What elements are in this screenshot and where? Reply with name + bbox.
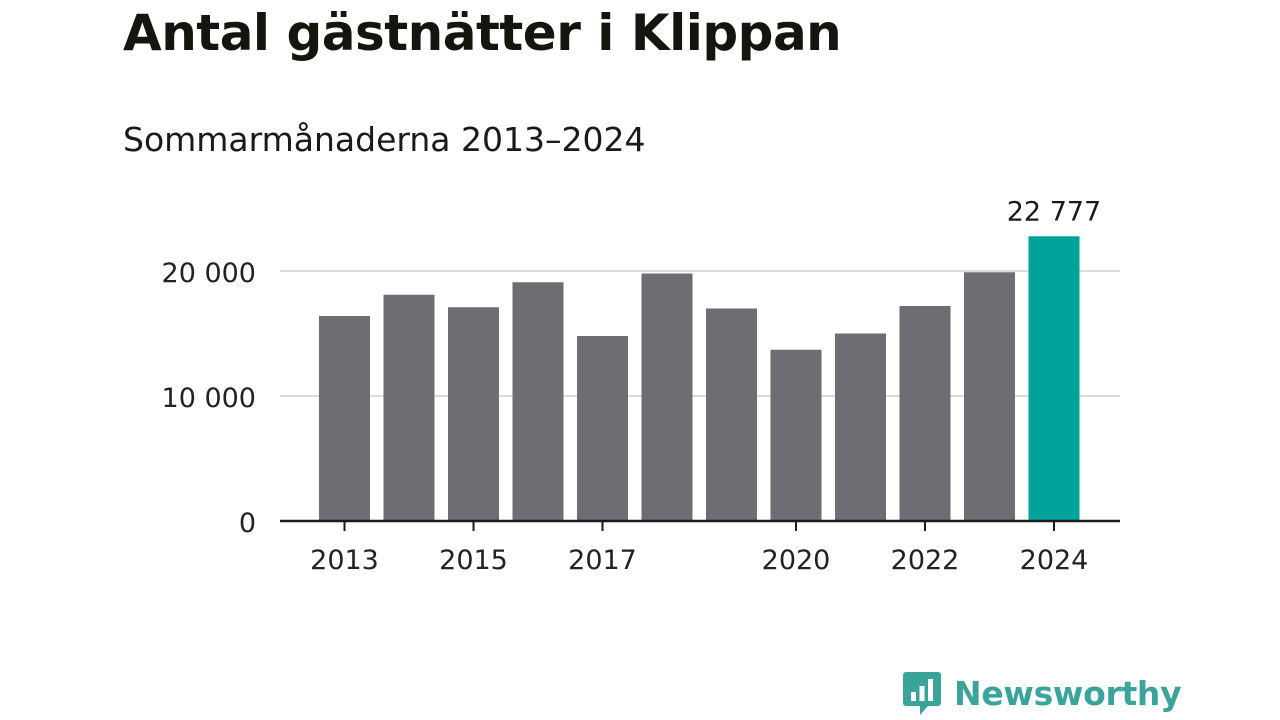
x-tick-label: 2020 [762,545,831,576]
bar-2022 [899,306,951,521]
bar-2014 [383,294,435,521]
bar-2013 [319,316,370,521]
x-tick-label: 2015 [439,545,508,576]
bar-2016 [512,282,564,521]
brand-name: Newsworthy [954,673,1182,713]
bar-chart-speech-bubble-icon [903,672,941,715]
x-tick-label: 2017 [568,545,637,576]
data-label: 22 777 [1007,196,1101,227]
y-tick-label: 0 [239,508,256,539]
bar-2019 [706,308,757,521]
chart-title: Antal gästnätter i Klippan [123,4,842,62]
bar-2015 [448,307,499,521]
y-tick-label: 20 000 [162,258,256,289]
y-tick-label: 10 000 [162,383,256,414]
x-tick-label: 2024 [1020,545,1089,576]
x-tick-label: 2022 [891,545,960,576]
chart-subtitle: Sommarmånaderna 2013–2024 [123,120,646,159]
bar-2017 [577,336,628,521]
brand-logo: Newsworthy [902,670,1182,716]
bar-2023 [964,272,1015,521]
bar-2021 [835,333,886,521]
x-tick-label: 2013 [310,545,379,576]
bar-2020 [770,349,822,521]
bar-2024 [1028,236,1080,521]
bar-2018 [641,273,693,521]
